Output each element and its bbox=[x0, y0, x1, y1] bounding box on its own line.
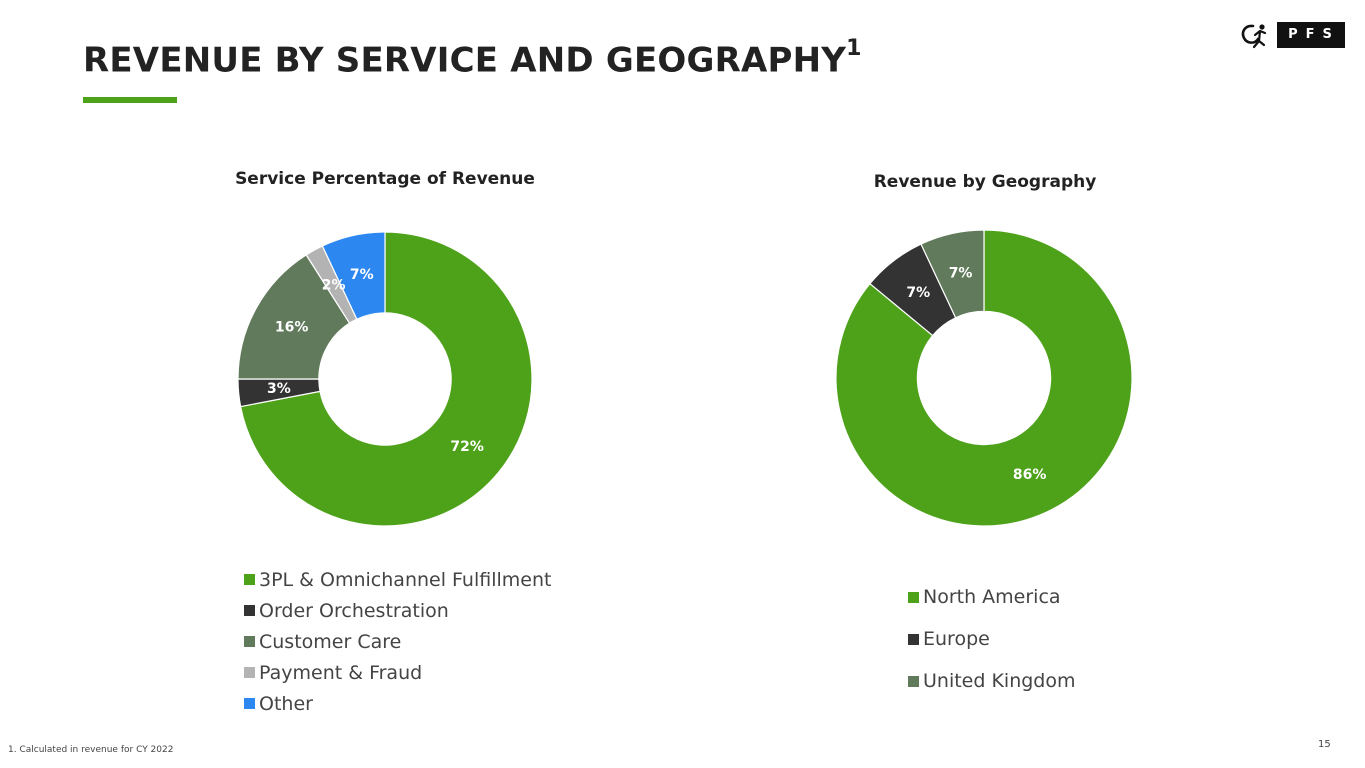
donut-label-europe: 7% bbox=[906, 285, 930, 301]
service-donut-chart: 72% 3% 16% 2%7% bbox=[237, 231, 533, 527]
legend-label: Europe bbox=[923, 628, 990, 650]
service-chart-title: Service Percentage of Revenue bbox=[235, 169, 535, 189]
geography-donut-chart: 86% 7% 7% bbox=[835, 229, 1133, 527]
donut-slice-united-kingdom bbox=[920, 229, 985, 319]
slide-title-text: REVENUE BY SERVICE AND GEOGRAPHY bbox=[83, 40, 847, 81]
legend-swatch bbox=[244, 667, 255, 678]
legend-item-europe: Europe bbox=[908, 618, 1076, 660]
runner-logo-icon bbox=[1241, 24, 1267, 49]
donut-slice-other bbox=[321, 231, 386, 320]
donut-label-customer-care: 16% bbox=[275, 320, 309, 336]
title-footnote-marker: 1 bbox=[846, 36, 862, 61]
legend-swatch bbox=[244, 636, 255, 647]
donut-slice-customer-care bbox=[237, 254, 351, 380]
donut-slice-north-america bbox=[835, 229, 1133, 527]
legend-swatch bbox=[244, 698, 255, 709]
legend-label: United Kingdom bbox=[923, 670, 1076, 692]
legend-item-customer-care: Customer Care bbox=[244, 626, 551, 657]
donut-label-3pl-and-omnichannel-fulfillment: 72% bbox=[450, 439, 484, 455]
donut-label-united-kingdom: 7% bbox=[949, 265, 973, 281]
service-legend: 3PL & Omnichannel Fulfillment Order Orch… bbox=[244, 564, 551, 719]
donut-label-order-orchestration: 3% bbox=[267, 381, 291, 397]
page-number: 15 bbox=[1318, 739, 1331, 750]
geography-legend: North America Europe United Kingdom bbox=[908, 576, 1076, 702]
legend-item-payment-fraud: Payment & Fraud bbox=[244, 657, 551, 688]
legend-item-order-orchestration: Order Orchestration bbox=[244, 595, 551, 626]
legend-label: Order Orchestration bbox=[259, 599, 449, 622]
legend-item-3pl: 3PL & Omnichannel Fulfillment bbox=[244, 564, 551, 595]
donut-label-payment-and-fraud: 2% bbox=[322, 278, 346, 294]
pfs-logo: PFS bbox=[1239, 22, 1345, 50]
legend-label: Other bbox=[259, 692, 313, 715]
footnote: 1. Calculated in revenue for CY 2022 bbox=[8, 745, 174, 755]
legend-label: 3PL & Omnichannel Fulfillment bbox=[259, 568, 552, 591]
title-underline bbox=[83, 97, 177, 103]
donut-label-other: 7% bbox=[350, 267, 374, 283]
legend-swatch bbox=[244, 605, 255, 616]
legend-item-other: Other bbox=[244, 688, 551, 719]
donut-slice-3pl-and-omnichannel-fulfillment bbox=[239, 231, 533, 527]
legend-swatch bbox=[908, 633, 919, 645]
legend-swatch bbox=[908, 675, 919, 687]
legend-label: Payment & Fraud bbox=[259, 661, 423, 684]
slide-title: REVENUE BY SERVICE AND GEOGRAPHY1 bbox=[83, 36, 862, 81]
legend-swatch bbox=[244, 574, 255, 585]
legend-label: Customer Care bbox=[259, 630, 402, 653]
legend-label: North America bbox=[923, 586, 1061, 608]
legend-swatch bbox=[908, 591, 919, 603]
legend-item-united-kingdom: United Kingdom bbox=[908, 660, 1076, 702]
logo-wordmark: PFS bbox=[1277, 22, 1345, 48]
geography-chart-title: Revenue by Geography bbox=[873, 172, 1097, 192]
legend-item-north-america: North America bbox=[908, 576, 1076, 618]
donut-label-north-america: 86% bbox=[1013, 467, 1047, 483]
